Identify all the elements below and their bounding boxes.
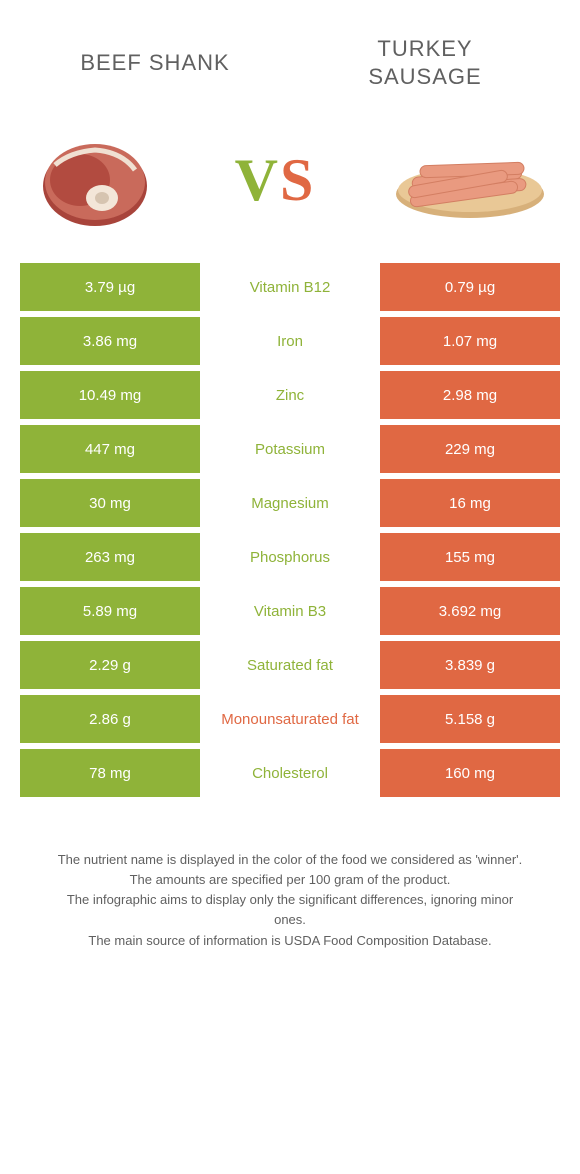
- table-row: 447 mgPotassium229 mg: [20, 422, 560, 476]
- value-right: 1.07 mg: [380, 317, 560, 365]
- value-right: 3.839 g: [380, 641, 560, 689]
- value-right: 155 mg: [380, 533, 560, 581]
- value-right: 160 mg: [380, 749, 560, 797]
- value-right: 5.158 g: [380, 695, 560, 743]
- title-right-line2: Sausage: [368, 64, 481, 89]
- nutrient-table: 3.79 µgVitamin B120.79 µg3.86 mgIron1.07…: [20, 260, 560, 800]
- table-row: 5.89 mgVitamin B33.692 mg: [20, 584, 560, 638]
- vs-v: V: [235, 147, 280, 213]
- value-right: 0.79 µg: [380, 263, 560, 311]
- value-left: 5.89 mg: [20, 587, 200, 635]
- table-row: 3.79 µgVitamin B120.79 µg: [20, 260, 560, 314]
- value-right: 229 mg: [380, 425, 560, 473]
- hero-row: VS: [20, 120, 560, 260]
- footer-line-4: The main source of information is USDA F…: [50, 931, 530, 951]
- nutrient-label: Saturated fat: [200, 657, 380, 674]
- table-row: 78 mgCholesterol160 mg: [20, 746, 560, 800]
- nutrient-label: Cholesterol: [200, 765, 380, 782]
- value-left: 2.86 g: [20, 695, 200, 743]
- nutrient-label: Magnesium: [200, 495, 380, 512]
- value-left: 3.86 mg: [20, 317, 200, 365]
- turkey-sausage-icon: [390, 130, 550, 230]
- value-left: 447 mg: [20, 425, 200, 473]
- title-right: Turkey Sausage: [290, 35, 560, 90]
- value-right: 3.692 mg: [380, 587, 560, 635]
- table-row: 263 mgPhosphorus155 mg: [20, 530, 560, 584]
- nutrient-label: Iron: [200, 333, 380, 350]
- table-row: 30 mgMagnesium16 mg: [20, 476, 560, 530]
- value-right: 2.98 mg: [380, 371, 560, 419]
- title-right-line1: Turkey: [377, 36, 472, 61]
- nutrient-label: Vitamin B12: [200, 279, 380, 296]
- value-left: 10.49 mg: [20, 371, 200, 419]
- nutrient-label: Potassium: [200, 441, 380, 458]
- table-row: 2.86 gMonounsaturated fat5.158 g: [20, 692, 560, 746]
- footer-line-2: The amounts are specified per 100 gram o…: [50, 870, 530, 890]
- vs-label: VS: [235, 146, 316, 215]
- footer-line-1: The nutrient name is displayed in the co…: [50, 850, 530, 870]
- table-row: 10.49 mgZinc2.98 mg: [20, 368, 560, 422]
- value-left: 2.29 g: [20, 641, 200, 689]
- titles-row: Beef Shank Turkey Sausage: [20, 35, 560, 90]
- footer-line-3: The infographic aims to display only the…: [50, 890, 530, 930]
- nutrient-label: Zinc: [200, 387, 380, 404]
- vs-s: S: [280, 147, 315, 213]
- value-left: 263 mg: [20, 533, 200, 581]
- nutrient-label: Monounsaturated fat: [200, 711, 380, 728]
- title-left: Beef Shank: [20, 50, 290, 76]
- value-left: 3.79 µg: [20, 263, 200, 311]
- value-left: 30 mg: [20, 479, 200, 527]
- beef-shank-icon: [30, 130, 160, 230]
- value-right: 16 mg: [380, 479, 560, 527]
- footer-notes: The nutrient name is displayed in the co…: [50, 850, 530, 951]
- nutrient-label: Vitamin B3: [200, 603, 380, 620]
- table-row: 3.86 mgIron1.07 mg: [20, 314, 560, 368]
- nutrient-label: Phosphorus: [200, 549, 380, 566]
- value-left: 78 mg: [20, 749, 200, 797]
- table-row: 2.29 gSaturated fat3.839 g: [20, 638, 560, 692]
